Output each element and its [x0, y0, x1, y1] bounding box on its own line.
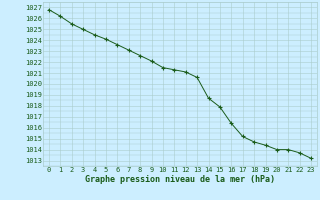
- X-axis label: Graphe pression niveau de la mer (hPa): Graphe pression niveau de la mer (hPa): [85, 175, 275, 184]
